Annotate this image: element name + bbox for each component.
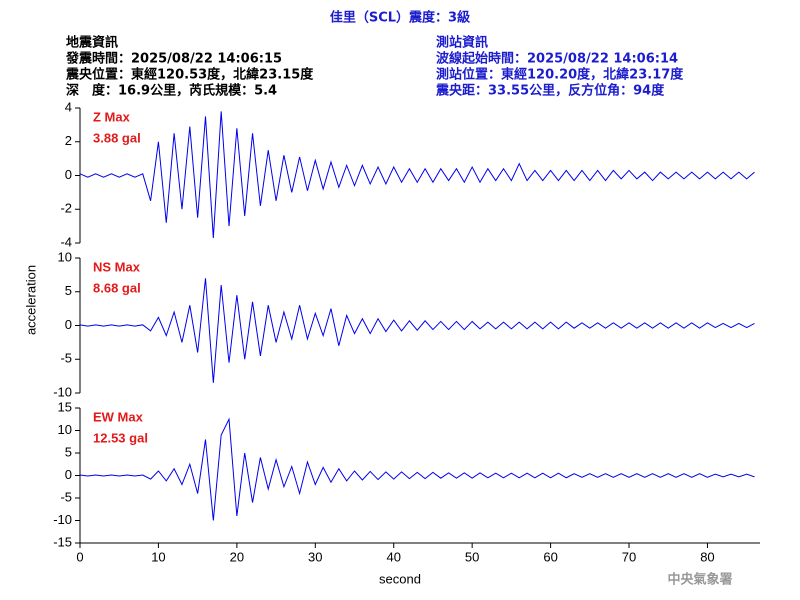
y-tick-label: 10 xyxy=(58,249,72,264)
y-tick-label: -10 xyxy=(53,384,72,399)
y-tick-label: 5 xyxy=(65,444,72,459)
max-annotation: Z Max xyxy=(93,109,131,124)
x-tick-label: 10 xyxy=(151,549,165,564)
x-axis-label: second xyxy=(379,571,421,586)
max-annotation: 12.53 gal xyxy=(93,430,148,445)
y-tick-label: 0 xyxy=(65,317,72,332)
info-left: 震央位置：東經120.53度，北緯23.15度 xyxy=(65,67,314,83)
x-tick-label: 30 xyxy=(308,549,322,564)
max-annotation: 8.68 gal xyxy=(93,280,141,295)
y-tick-label: 4 xyxy=(65,99,72,114)
info-left: 地震資訊 xyxy=(66,35,118,51)
y-tick-label: 10 xyxy=(58,422,72,437)
chart-title: 佳里（SCL）震度：3級 xyxy=(330,10,470,26)
waveform xyxy=(79,278,755,383)
info-left: 深 度：16.9公里，芮氏規模：5.4 xyxy=(66,83,277,99)
info-right: 測站資訊 xyxy=(436,35,488,51)
y-axis-label: acceleration xyxy=(23,265,38,335)
max-annotation: EW Max xyxy=(93,409,144,424)
waveform xyxy=(79,111,755,238)
waveform xyxy=(79,417,755,521)
y-tick-label: -4 xyxy=(60,234,72,249)
info-right: 波線起始時間：2025/08/22 14:06:14 xyxy=(436,51,678,67)
info-left: 發震時間：2025/08/22 14:06:15 xyxy=(65,51,282,67)
y-tick-label: -2 xyxy=(60,201,72,216)
x-tick-label: 80 xyxy=(700,549,714,564)
y-tick-label: 0 xyxy=(65,167,72,182)
x-tick-label: 0 xyxy=(76,549,83,564)
y-tick-label: 5 xyxy=(65,283,72,298)
y-tick-label: 0 xyxy=(65,467,72,482)
x-tick-label: 60 xyxy=(543,549,557,564)
y-tick-label: -10 xyxy=(53,512,72,527)
y-tick-label: -5 xyxy=(60,351,72,366)
max-annotation: 3.88 gal xyxy=(93,130,141,145)
info-right: 震央距：33.55公里，反方位角：94度 xyxy=(435,83,665,99)
max-annotation: NS Max xyxy=(93,259,141,274)
x-tick-label: 70 xyxy=(622,549,636,564)
y-tick-label: -15 xyxy=(53,534,72,549)
y-tick-label: 15 xyxy=(58,399,72,414)
info-right: 測站位置：東經120.20度，北緯23.17度 xyxy=(436,67,684,83)
x-tick-label: 40 xyxy=(386,549,400,564)
footer: 中央氣象署 xyxy=(667,572,732,588)
y-tick-label: -5 xyxy=(60,489,72,504)
x-tick-label: 20 xyxy=(230,549,244,564)
x-tick-label: 50 xyxy=(465,549,479,564)
y-tick-label: 2 xyxy=(65,133,72,148)
